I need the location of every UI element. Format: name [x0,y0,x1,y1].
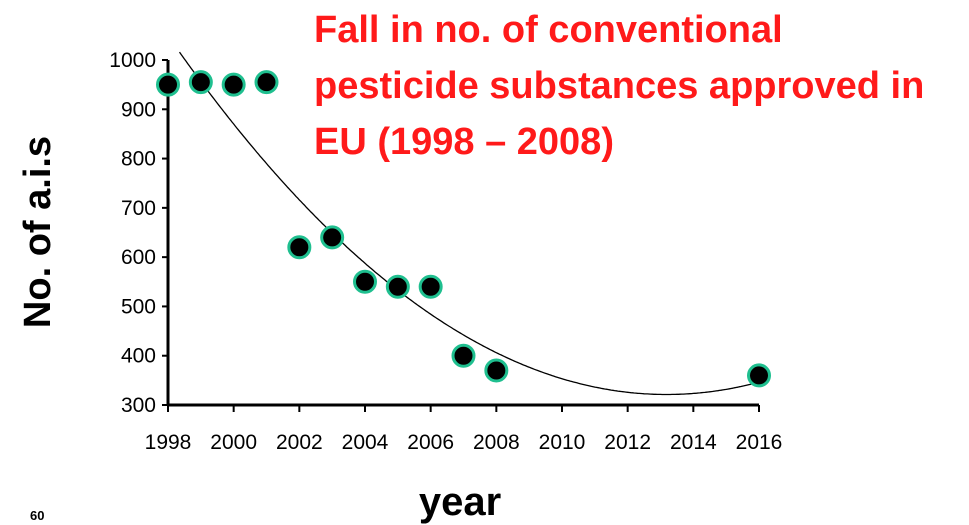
data-point [320,225,345,250]
data-point [747,363,771,388]
x-tick-label: 2010 [539,431,586,454]
y-ticks: 300 400 500 600 700 800 900 1000 [109,49,168,417]
data-point [156,72,180,97]
data-point [287,235,312,260]
x-tick-label: 2012 [604,431,651,454]
data-point [385,274,410,299]
y-axis-label: No. of a.i.s [17,136,59,328]
chart-title-line: EU (1998 – 2008) [314,121,614,163]
y-tick-label: 600 [121,246,156,269]
x-tick-label: 2002 [276,431,323,454]
x-tick-label: 2006 [407,431,454,454]
data-point [353,269,377,294]
data-point [418,274,443,299]
y-tick-label: 900 [121,98,156,121]
y-tick-label: 700 [121,197,156,220]
y-tick-label: 1000 [109,49,156,72]
data-point [451,343,476,368]
x-axis-label: year [419,480,501,524]
y-tick-label: 300 [121,394,156,417]
x-tick-label: 2014 [670,431,717,454]
x-tick-label: 2008 [473,431,520,454]
y-tick-label: 800 [121,148,156,171]
chart-title-line: Fall in no. of conventional [314,9,783,51]
corner-note: 60 [30,508,44,523]
data-point [484,358,509,383]
x-tick-label: 2004 [342,431,389,454]
chart-title-line: pesticide substances approved in [314,65,924,107]
x-tick-label: 2016 [736,431,783,454]
y-tick-label: 400 [121,345,156,368]
data-point [188,70,213,95]
chart-title: Fall in no. of conventional pesticide sub… [314,9,924,163]
x-tick-label: 1998 [145,431,192,454]
trendline [178,51,760,396]
data-point [254,70,279,95]
data-point [221,72,246,97]
x-tick-label: 2000 [210,431,257,454]
x-ticks: 1998 2000 2002 2004 2006 2008 2010 2012 2014 2016 [145,405,783,454]
y-tick-label: 500 [121,295,156,318]
axes [166,60,759,407]
data-points [156,70,771,388]
